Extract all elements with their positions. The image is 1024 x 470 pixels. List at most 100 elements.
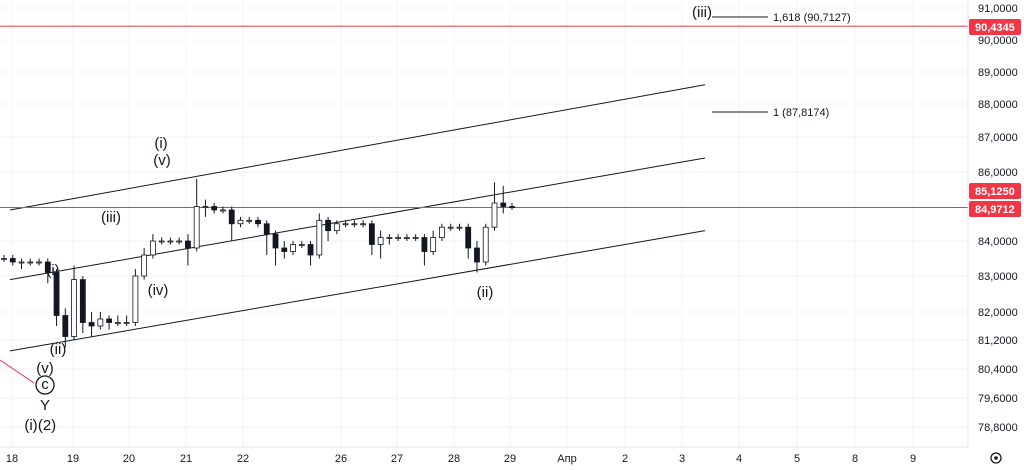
candle-body bbox=[149, 240, 156, 256]
time-tick-label: 28 bbox=[448, 453, 460, 465]
candle-body bbox=[509, 206, 515, 208]
price-tick-label: 81,2000 bbox=[978, 335, 1018, 347]
time-tick-label: 21 bbox=[180, 453, 192, 465]
candle-body bbox=[18, 261, 25, 264]
price-tick-label: 79,6000 bbox=[978, 393, 1018, 405]
time-tick-label: 18 bbox=[6, 453, 18, 465]
candle-body bbox=[342, 223, 349, 226]
candle-body bbox=[9, 258, 16, 263]
price-tick-label: 84,0000 bbox=[978, 236, 1018, 248]
time-tick-label: 29 bbox=[504, 453, 516, 465]
price-badge-label: 85,1250 bbox=[975, 186, 1015, 198]
wave-circle bbox=[35, 375, 55, 395]
candle-body bbox=[176, 240, 183, 243]
wave-label: (v) bbox=[36, 360, 54, 377]
time-tick-label: 4 bbox=[736, 453, 742, 465]
price-tick-label: 87,0000 bbox=[978, 132, 1018, 144]
wave-label: (v) bbox=[153, 152, 171, 169]
wave-label: (iii) bbox=[101, 209, 121, 226]
price-tick-label: 82,0000 bbox=[978, 307, 1018, 319]
time-tick-label: 19 bbox=[67, 453, 79, 465]
candle-body bbox=[474, 247, 480, 263]
candle-body bbox=[246, 219, 253, 222]
fib-extension-levels[interactable]: 1,618 (90,7127) 1 (87,8174) bbox=[712, 12, 851, 119]
candle-body bbox=[132, 275, 139, 323]
candle-body bbox=[325, 219, 331, 232]
price-tick-label: 86,0000 bbox=[978, 167, 1018, 179]
candle-body bbox=[272, 233, 279, 249]
candle-body bbox=[491, 202, 498, 228]
candle-body bbox=[88, 322, 95, 327]
candle-body bbox=[185, 240, 191, 249]
candle-body bbox=[237, 219, 244, 225]
candle-body bbox=[123, 322, 130, 324]
candle-body bbox=[360, 223, 367, 226]
wave-label: (2) bbox=[38, 417, 56, 434]
candle-body bbox=[430, 237, 437, 252]
candle-body bbox=[36, 261, 42, 264]
channel-line-middle[interactable] bbox=[9, 157, 706, 281]
price-badge-label: 90,4345 bbox=[975, 22, 1015, 34]
candle-body bbox=[403, 237, 410, 239]
candle-body bbox=[193, 206, 200, 249]
candle-body bbox=[44, 261, 51, 273]
time-tick-label: 3 bbox=[679, 453, 685, 465]
price-tick-label: 91,0000 bbox=[978, 3, 1018, 15]
candle-body bbox=[482, 226, 489, 263]
candle-body bbox=[500, 202, 507, 207]
chart-settings-button[interactable] bbox=[990, 452, 1002, 464]
candle-body bbox=[79, 279, 86, 323]
candle-body bbox=[290, 244, 296, 252]
grid bbox=[0, 0, 968, 447]
channel-line-upper[interactable] bbox=[9, 84, 706, 211]
candle-body bbox=[316, 219, 323, 256]
price-badge[interactable] bbox=[969, 19, 1021, 35]
wave-labels: (i)(v)(iii)(iv)(i)(ii)(v)cY(i) (2)(ii)(ii… bbox=[24, 4, 712, 434]
trend-channel[interactable] bbox=[0, 84, 706, 384]
price-tick-label: 80,4000 bbox=[978, 364, 1018, 376]
time-tick-label: 8 bbox=[852, 453, 858, 465]
candle-body bbox=[114, 322, 121, 324]
wave-label: (i) bbox=[46, 262, 59, 279]
candle-body bbox=[27, 261, 34, 264]
time-tick-label: 26 bbox=[335, 453, 347, 465]
wave-label: Y bbox=[40, 397, 50, 414]
time-tick-label: 22 bbox=[237, 453, 249, 465]
time-tick-label: Апр bbox=[557, 453, 576, 465]
price-axis[interactable]: 91,0000 90,0000 89,0000 88,0000 87,0000 86,00… bbox=[967, 0, 1021, 447]
wave-label: (iii) bbox=[692, 4, 712, 21]
candle-body bbox=[421, 237, 428, 252]
candle-body bbox=[377, 237, 384, 245]
price-tick-label: 83,0000 bbox=[978, 271, 1018, 283]
candle-body bbox=[333, 223, 340, 232]
candle-body bbox=[71, 279, 77, 337]
time-axis[interactable]: 18 19 20 21 22 26 27 28 29 Апр 2 3 4 5 8 9 bbox=[0, 446, 968, 465]
trend-line-red[interactable] bbox=[0, 359, 35, 384]
candle-body bbox=[202, 206, 209, 208]
wave-label: (iv) bbox=[148, 282, 169, 299]
time-tick-label: 2 bbox=[622, 453, 628, 465]
fib-level-label: 1,618 (90,7127) bbox=[773, 12, 851, 24]
candle-body bbox=[307, 244, 314, 256]
wave-label: c bbox=[41, 376, 49, 393]
wave-label: (ii) bbox=[477, 284, 494, 301]
candle-body bbox=[97, 318, 104, 327]
candle-body bbox=[228, 209, 235, 225]
price-tick-label: 78,8000 bbox=[978, 422, 1018, 434]
gear-icon-center bbox=[994, 456, 998, 460]
horizontal-levels[interactable] bbox=[0, 25, 968, 208]
candle-body bbox=[106, 318, 113, 323]
channel-line-lower[interactable] bbox=[9, 230, 706, 352]
candle-body bbox=[351, 223, 358, 226]
candle-body bbox=[281, 247, 288, 252]
candle-body bbox=[447, 226, 454, 229]
wave-label: (i) bbox=[154, 135, 167, 152]
candle-body bbox=[1, 258, 7, 260]
candle-body bbox=[439, 226, 445, 238]
price-badge[interactable] bbox=[969, 183, 1021, 199]
time-tick-label: 20 bbox=[123, 453, 135, 465]
gear-icon[interactable] bbox=[990, 452, 1002, 464]
price-badge[interactable] bbox=[969, 201, 1021, 217]
fib-level-label: 1 (87,8174) bbox=[773, 107, 829, 119]
